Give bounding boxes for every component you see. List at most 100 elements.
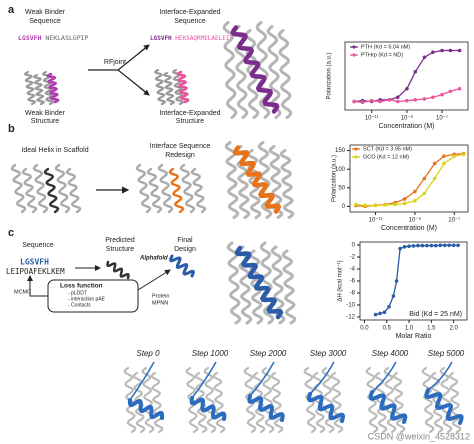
x-tick-label: 10⁻⁹	[409, 217, 422, 224]
helix	[189, 396, 227, 421]
helix	[203, 366, 217, 434]
helix	[46, 72, 60, 104]
caption: Structure	[31, 118, 60, 125]
helix	[32, 163, 49, 214]
x-tick-label: 1.0	[405, 326, 414, 332]
method-label: RFjoint	[104, 59, 126, 66]
step-label: Step 3000	[310, 349, 347, 358]
helix	[321, 366, 335, 434]
helix	[106, 260, 130, 280]
watermark: CSDN @weixin_4528312	[368, 431, 470, 441]
data-point	[378, 311, 382, 316]
legend-label: SCT (Kd = 3.95 nM)	[363, 146, 412, 152]
panel-label: b	[8, 123, 15, 135]
helix	[306, 392, 346, 423]
sequence: LGSVFH NEKLASLGPIP	[18, 34, 89, 42]
method-label: MCMC	[14, 289, 31, 295]
data-point	[432, 176, 437, 181]
helix	[135, 163, 152, 214]
seq-part: HEKSAQRMELAELEIF	[172, 35, 234, 42]
loss-title: Loss function	[60, 283, 103, 290]
helix	[190, 167, 207, 214]
arrow-head	[139, 44, 150, 53]
data-point	[395, 99, 400, 104]
data-point	[405, 86, 409, 91]
helix	[32, 73, 46, 106]
seq-part: LGSVFH	[18, 34, 42, 42]
arrow	[27, 275, 48, 297]
x-tick-label: 10⁻⁹	[401, 115, 414, 122]
helix	[23, 70, 37, 106]
y-tick-label: 0	[352, 243, 356, 249]
seq-part: LGSVFH	[150, 35, 172, 42]
legend-label: PTH (Kd = 6.04 nM)	[361, 44, 410, 50]
helix	[392, 371, 406, 434]
x-tick-label: 10⁻¹¹	[365, 116, 379, 122]
data-point	[398, 246, 402, 251]
data-point	[402, 245, 407, 249]
data-point	[425, 243, 429, 248]
loop	[129, 361, 155, 401]
data-point	[352, 99, 356, 104]
data-point	[420, 243, 425, 248]
helix	[261, 366, 275, 434]
data-point	[387, 305, 391, 309]
panel-label: a	[8, 4, 15, 16]
data-point	[402, 197, 407, 201]
caption: Weak Binder	[25, 110, 66, 117]
arrow-head	[139, 87, 150, 96]
helix	[277, 29, 293, 119]
data-point	[373, 203, 378, 208]
plot-frame	[359, 241, 468, 321]
helix	[259, 241, 275, 325]
step-label: Step 2000	[250, 349, 287, 358]
helix	[179, 163, 196, 214]
legend-label: GCO (Kd = 12 nM)	[363, 154, 409, 160]
loss-item: - Contacts	[68, 302, 91, 308]
data-point	[457, 48, 462, 53]
y-tick-label: -10	[346, 303, 355, 309]
data-point	[440, 48, 444, 53]
loss-item: - interaction pAE	[68, 296, 106, 302]
data-point	[413, 199, 417, 203]
data-point	[354, 202, 358, 207]
helix	[141, 366, 155, 434]
data-point	[413, 69, 418, 74]
data-point	[440, 92, 444, 97]
step-label: Step 1000	[192, 349, 229, 358]
helix	[157, 163, 174, 214]
data-point	[442, 243, 447, 248]
helix	[383, 366, 397, 434]
x-axis-label: Concentration (M)	[378, 123, 434, 130]
caption: Ideal Helix in Scaffold	[21, 147, 88, 154]
data-point	[452, 154, 457, 158]
series-line	[375, 244, 459, 316]
helix	[232, 145, 282, 214]
helix	[65, 167, 82, 214]
helix	[222, 21, 238, 119]
caption: Interface Sequence	[150, 143, 211, 150]
x-tick-label: 10⁻¹¹	[369, 218, 383, 224]
x-tick-label: 2.0	[449, 326, 458, 332]
data-point	[407, 244, 411, 248]
caption: Redesign	[165, 152, 195, 159]
step-label: Step 4000	[372, 349, 409, 358]
helix	[224, 141, 240, 219]
x-tick-label: 0.0	[360, 326, 369, 332]
helix	[279, 149, 295, 219]
data-point	[393, 202, 398, 207]
y-tick-label: -12	[346, 315, 355, 321]
data-point	[461, 152, 466, 157]
helix	[368, 390, 408, 424]
data-point	[405, 98, 409, 103]
y-tick-label: 150	[335, 148, 346, 154]
helix	[212, 371, 226, 434]
helix	[330, 371, 344, 434]
series-line	[355, 153, 464, 207]
data-point	[360, 100, 365, 105]
data-point	[422, 176, 427, 181]
data-point	[442, 154, 446, 158]
helix	[162, 71, 176, 106]
helix	[127, 398, 165, 420]
